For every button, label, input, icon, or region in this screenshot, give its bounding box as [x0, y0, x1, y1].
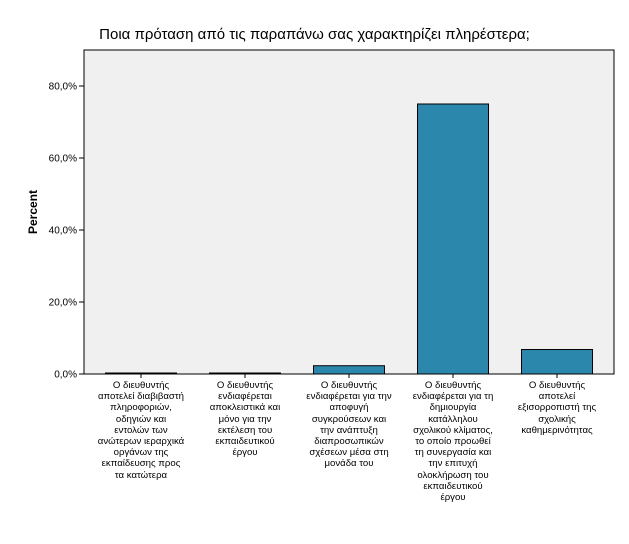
- y-tick-label-5: 80,0%: [49, 82, 77, 93]
- category-label-3: Ο διευθυντής ενδιαφέρεται για την αποφυγή σ…: [306, 380, 392, 470]
- y-tick-label-2: 20,0%: [49, 298, 77, 309]
- y-tick-label-1: 0,0%: [54, 370, 77, 381]
- plot-area: [83, 49, 615, 375]
- y-tick-label-3: 40,0%: [49, 226, 77, 237]
- bar-4: [417, 103, 489, 375]
- bar-3: [313, 365, 385, 375]
- chart-title: Ποια πρόταση από τις παραπάνω σας χαρακτ…: [99, 26, 530, 43]
- bar-2: [209, 372, 281, 375]
- y-tick-label-4: 60,0%: [49, 154, 77, 165]
- category-label-5: Ο διευθυντής αποτελεί εξισορροπιστή της σχο…: [517, 380, 597, 436]
- bar-1: [105, 372, 177, 375]
- category-label-4: Ο διευθυντής ενδιαφέρεται για τη δημιουργί…: [412, 380, 494, 504]
- category-label-1: Ο διευθυντής αποτελεί διαβιβαστή πληροφορι…: [97, 380, 185, 481]
- bar-5: [521, 349, 593, 375]
- category-label-2: Ο διευθυντής ενδιαφέρεται αποκλειστικά και…: [209, 380, 281, 459]
